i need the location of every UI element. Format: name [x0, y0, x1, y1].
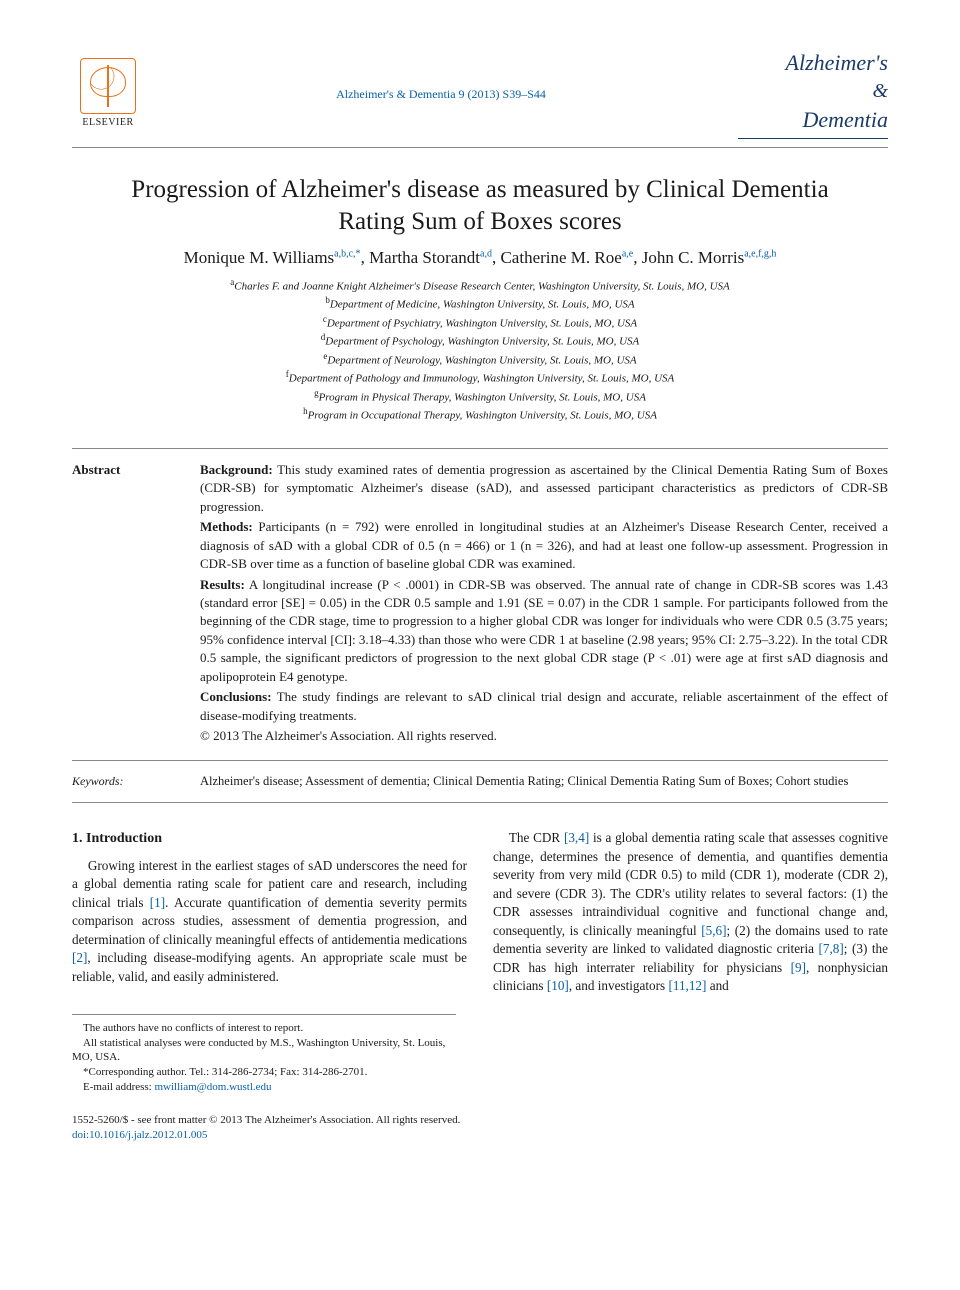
affiliation: aCharles F. and Joanne Knight Alzheimer'… — [72, 276, 888, 295]
author-affil-link[interactable]: a,e — [622, 248, 633, 259]
abstract-block: Abstract Background: This study examined… — [72, 448, 888, 804]
author-affil-link[interactable]: a,b,c,* — [334, 248, 360, 259]
abstract-section-head: Results: — [200, 577, 245, 592]
abstract-label: Abstract — [72, 461, 184, 748]
affiliation: hProgram in Occupational Therapy, Washin… — [72, 405, 888, 424]
abstract-divider — [72, 760, 888, 761]
footnote-corresponding: *Corresponding author. Tel.: 314-286-273… — [72, 1065, 456, 1080]
header-divider — [72, 147, 888, 148]
journal-logo-amp: & — [738, 78, 888, 105]
article-title: Progression of Alzheimer's disease as me… — [102, 174, 858, 237]
citation-link[interactable]: [3,4] — [564, 830, 589, 845]
journal-logo-rule — [738, 138, 888, 139]
footnote: All statistical analyses were conducted … — [72, 1036, 456, 1066]
section-heading-introduction: 1. Introduction — [72, 829, 467, 849]
citation-link[interactable]: [11,12] — [668, 978, 706, 993]
keywords-label: Keywords: — [72, 773, 184, 791]
citation-link[interactable]: [5,6] — [701, 923, 726, 938]
journal-logo-line1: Alzheimer's — [738, 48, 888, 78]
body-paragraph: The CDR [3,4] is a global dementia ratin… — [493, 829, 888, 995]
affiliation: dDepartment of Psychology, Washington Un… — [72, 331, 888, 350]
citation-link[interactable]: [10] — [547, 978, 569, 993]
author: Martha Storandta,d — [369, 248, 492, 267]
elsevier-tree-icon — [80, 58, 136, 114]
author-footnotes: The authors have no conflicts of interes… — [72, 1014, 456, 1095]
article-body: 1. Introduction Growing interest in the … — [72, 829, 888, 995]
author-list: Monique M. Williamsa,b,c,*, Martha Stora… — [72, 247, 888, 270]
footnote: The authors have no conflicts of interes… — [72, 1021, 456, 1036]
abstract-section-head: Conclusions: — [200, 689, 272, 704]
copyright-line: 1552-5260/$ - see front matter © 2013 Th… — [72, 1113, 888, 1128]
abstract-copyright: © 2013 The Alzheimer's Association. All … — [200, 727, 888, 745]
author-email-link[interactable]: mwilliam@dom.wustl.edu — [154, 1081, 271, 1093]
affiliation: bDepartment of Medicine, Washington Univ… — [72, 294, 888, 313]
citation-link[interactable]: [2] — [72, 950, 87, 965]
footnote-email: E-mail address: mwilliam@dom.wustl.edu — [72, 1080, 456, 1095]
page-footer: 1552-5260/$ - see front matter © 2013 Th… — [72, 1113, 888, 1143]
affiliation: eDepartment of Neurology, Washington Uni… — [72, 350, 888, 369]
page-header: ELSEVIER Alzheimer's & Dementia 9 (2013)… — [72, 48, 888, 139]
abstract-section-body: Participants (n = 792) were enrolled in … — [200, 519, 888, 571]
abstract-section-body: This study examined rates of dementia pr… — [200, 462, 888, 514]
journal-citation: Alzheimer's & Dementia 9 (2013) S39–S44 — [144, 86, 738, 102]
author-affil-link[interactable]: a,d — [480, 248, 492, 259]
publisher-label: ELSEVIER — [72, 116, 144, 130]
citation-link[interactable]: [7,8] — [819, 941, 844, 956]
keywords-text: Alzheimer's disease; Assessment of demen… — [200, 773, 888, 791]
affiliation: gProgram in Physical Therapy, Washington… — [72, 387, 888, 406]
body-paragraph: Growing interest in the earliest stages … — [72, 857, 467, 986]
citation-link[interactable]: [1] — [150, 895, 165, 910]
abstract-section-body: A longitudinal increase (P < .0001) in C… — [200, 577, 888, 684]
abstract-section-body: The study findings are relevant to sAD c… — [200, 689, 888, 722]
abstract-body: Background: This study examined rates of… — [200, 461, 888, 748]
author: John C. Morrisa,e,f,g,h — [642, 248, 777, 267]
citation-link[interactable]: [9] — [791, 960, 806, 975]
affiliation: cDepartment of Psychiatry, Washington Un… — [72, 313, 888, 332]
author: Monique M. Williamsa,b,c,* — [184, 248, 361, 267]
doi-link[interactable]: doi:10.1016/j.jalz.2012.01.005 — [72, 1128, 888, 1143]
journal-logo: Alzheimer's & Dementia — [738, 48, 888, 139]
abstract-section-head: Background: — [200, 462, 273, 477]
abstract-section-head: Methods: — [200, 519, 253, 534]
journal-logo-line2: Dementia — [738, 105, 888, 135]
affiliation-list: aCharles F. and Joanne Knight Alzheimer'… — [72, 276, 888, 424]
affiliation: fDepartment of Pathology and Immunology,… — [72, 368, 888, 387]
author-affil-link[interactable]: a,e,f,g,h — [744, 248, 776, 259]
author: Catherine M. Roea,e — [500, 248, 633, 267]
publisher-logo: ELSEVIER — [72, 58, 144, 130]
